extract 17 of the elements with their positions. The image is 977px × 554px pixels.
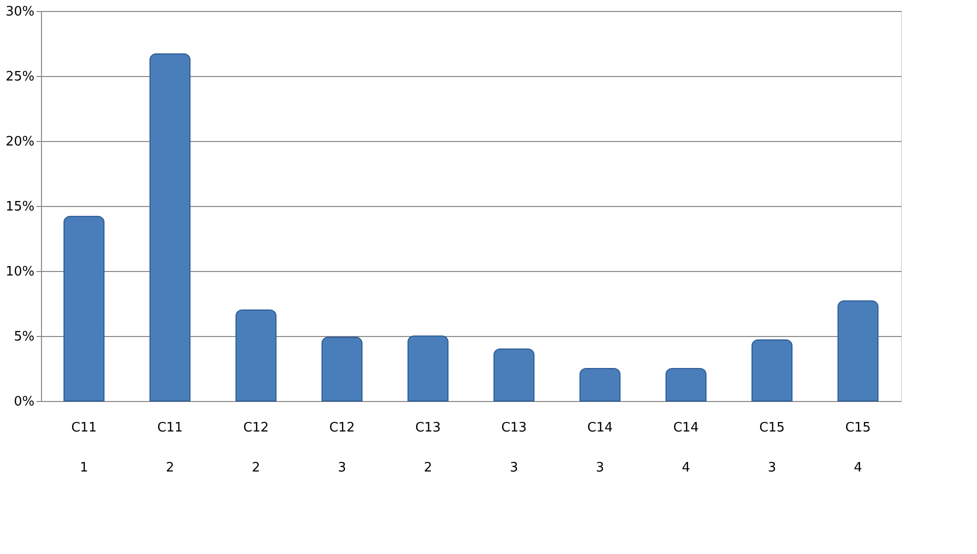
category-label: C14 4 (673, 420, 699, 476)
category-label: C13 3 (501, 420, 527, 476)
category-label: C13 2 (415, 420, 441, 476)
category-label: C15 4 (845, 420, 871, 476)
category-label: C12 3 (329, 420, 355, 476)
category-label: C11 1 (71, 420, 97, 476)
category-label: C11 2 (157, 420, 183, 476)
y-tick-label: 30% (6, 4, 34, 20)
y-tick-label: 5% (14, 330, 34, 344)
category-label: C14 3 (587, 420, 613, 476)
y-tick-label: 15% (6, 200, 34, 214)
y-tick-label: 25% (6, 70, 34, 84)
category-label: C15 3 (759, 420, 785, 476)
category-label: C12 2 (243, 420, 269, 476)
y-tick-label: 0% (14, 394, 34, 410)
y-tick-label: 20% (6, 134, 34, 150)
y-tick-label: 10% (6, 264, 34, 280)
